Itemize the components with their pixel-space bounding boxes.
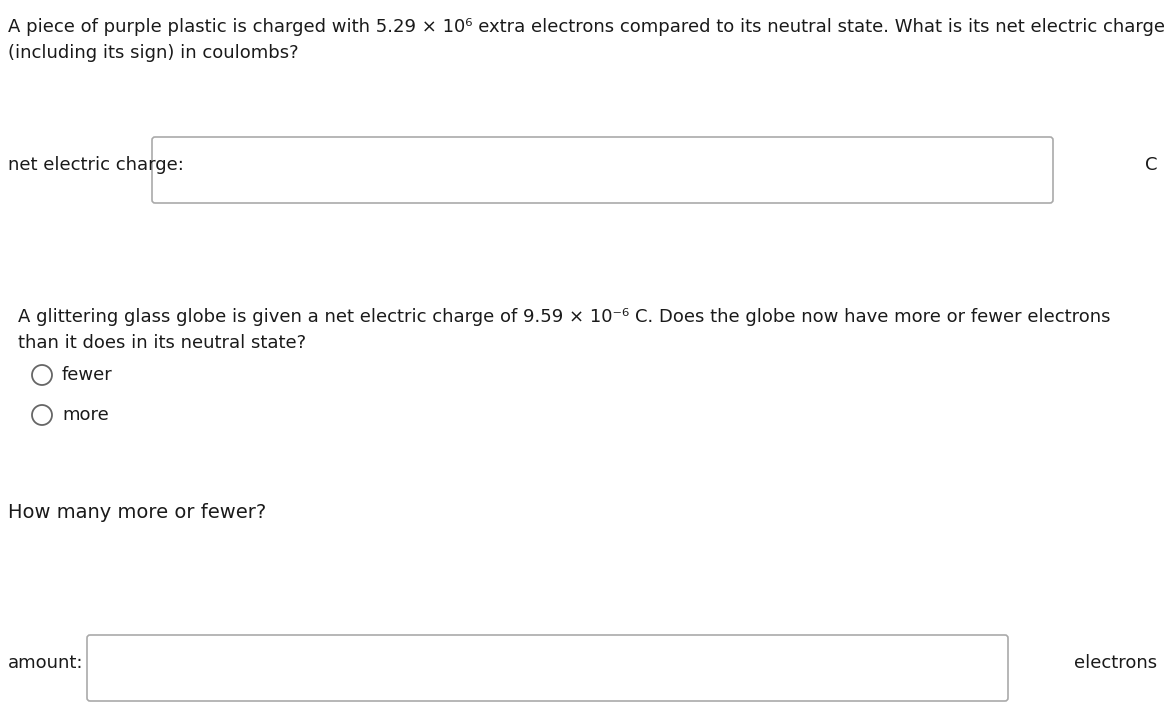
Ellipse shape xyxy=(32,405,53,425)
Text: A glittering glass globe is given a net electric charge of 9.59 × 10⁻⁶ C. Does t: A glittering glass globe is given a net … xyxy=(18,308,1111,326)
Text: (including its sign) in coulombs?: (including its sign) in coulombs? xyxy=(8,44,299,62)
Ellipse shape xyxy=(32,365,53,385)
Text: How many more or fewer?: How many more or fewer? xyxy=(8,503,266,522)
FancyBboxPatch shape xyxy=(88,635,1008,701)
Text: more: more xyxy=(62,406,109,424)
Text: A piece of purple plastic is charged with 5.29 × 10⁶ extra electrons compared to: A piece of purple plastic is charged wit… xyxy=(8,18,1165,36)
Text: C: C xyxy=(1145,156,1156,174)
Text: fewer: fewer xyxy=(62,366,113,384)
Text: than it does in its neutral state?: than it does in its neutral state? xyxy=(18,334,306,352)
FancyBboxPatch shape xyxy=(152,137,1053,203)
Text: electrons: electrons xyxy=(1074,654,1156,672)
Text: net electric charge:: net electric charge: xyxy=(8,156,184,174)
Text: amount:: amount: xyxy=(8,654,84,672)
